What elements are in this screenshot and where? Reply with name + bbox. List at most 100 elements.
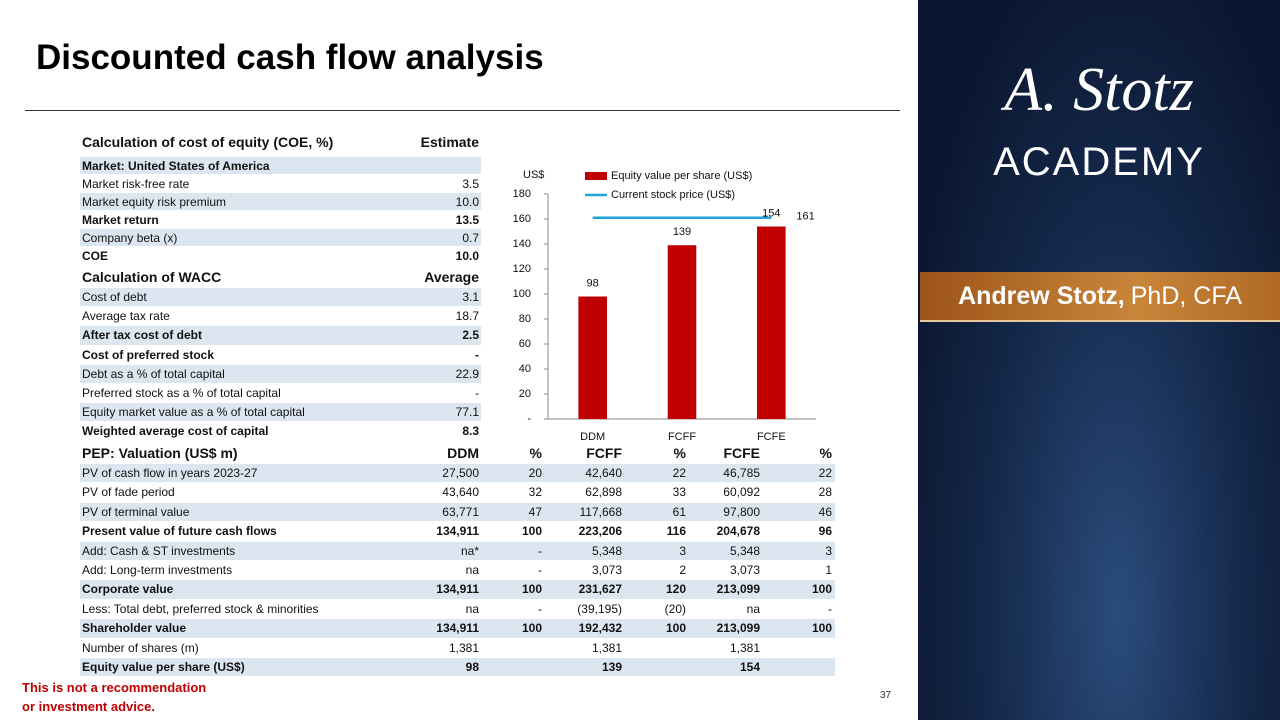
- row-label: Average tax rate: [82, 309, 170, 324]
- row-label: Preferred stock as a % of total capital: [82, 386, 281, 400]
- row-shade: [80, 541, 835, 560]
- row-value: -: [475, 347, 479, 362]
- row-value: 134,911: [436, 582, 479, 597]
- x-tick-label: DDM: [580, 431, 605, 443]
- row-label: Cost of debt: [82, 290, 147, 304]
- presenter-bar: Andrew Stotz, PhD, CFA: [920, 272, 1280, 322]
- legend-label: Equity value per share (US$): [611, 170, 752, 182]
- row-value: 33: [672, 485, 686, 500]
- row-value: 1,381: [729, 640, 760, 655]
- row-value: 3.1: [462, 290, 479, 304]
- row-label: Corporate value: [82, 582, 174, 597]
- row-value: 116: [666, 524, 686, 539]
- row-value: 1: [825, 563, 832, 577]
- row-value: 0.7: [462, 231, 479, 245]
- row-shade: [80, 193, 481, 210]
- data-label: 139: [673, 226, 691, 238]
- row-label: Cost of preferred stock: [82, 347, 215, 362]
- row-shade: [80, 658, 835, 677]
- row-value: 20: [528, 466, 542, 480]
- row-value: 100: [665, 621, 686, 636]
- row-value: 18.7: [455, 309, 479, 324]
- row-value: 100: [811, 621, 832, 636]
- table-header: FCFF: [586, 445, 622, 461]
- row-value: 46: [818, 504, 832, 519]
- row-label: Market: United States of America: [82, 159, 270, 173]
- row-value: 154: [739, 660, 760, 674]
- bar: [667, 245, 697, 419]
- x-tick-label: FCFF: [668, 431, 696, 443]
- presenter-name: Andrew Stotz,: [958, 281, 1125, 310]
- row-value: 42,640: [585, 466, 622, 480]
- row-value: na: [465, 563, 479, 577]
- row-value: 100: [811, 582, 832, 597]
- legend-label: Current stock price (US$): [611, 189, 735, 201]
- table-header: Calculation of cost of equity (COE, %): [82, 134, 334, 150]
- row-label: Market return: [82, 213, 159, 227]
- logo-script: A. Stotz: [1004, 56, 1194, 124]
- row-value: 213,099: [716, 621, 760, 636]
- table-header: DDM: [447, 445, 479, 461]
- table-header: Average: [424, 269, 479, 285]
- row-value: 22: [672, 466, 686, 480]
- row-value: 22.9: [455, 366, 479, 381]
- row-value: 43,640: [442, 485, 479, 500]
- slide-title: Discounted cash flow analysis: [36, 38, 544, 77]
- bar: [757, 226, 786, 419]
- row-value: 46,785: [723, 466, 760, 480]
- row-shade: [80, 619, 835, 638]
- row-shade: [80, 364, 481, 383]
- y-tick-label: 160: [513, 213, 531, 225]
- disclaimer: or investment advice.: [22, 699, 155, 714]
- row-label: PV of terminal value: [82, 504, 190, 519]
- row-label: Weighted average cost of capital: [82, 424, 269, 439]
- data-label: 98: [587, 277, 599, 289]
- row-label: PV of cash flow in years 2023-27: [82, 466, 258, 480]
- row-value: -: [538, 543, 542, 558]
- row-value: 3.5: [462, 177, 479, 191]
- row-value: 27,500: [442, 466, 479, 480]
- row-value: 100: [521, 524, 542, 539]
- y-tick-label: 40: [519, 363, 531, 375]
- row-label: Equity market value as a % of total capi…: [82, 405, 305, 420]
- table-header: Calculation of WACC: [82, 269, 222, 285]
- y-tick-label: 60: [519, 338, 531, 350]
- y-tick-label: 80: [519, 313, 531, 325]
- row-shade: [80, 502, 835, 522]
- row-value: 204,678: [716, 524, 760, 539]
- row-value: 3,073: [729, 563, 760, 577]
- row-value: 60,092: [723, 485, 760, 500]
- row-value: (20): [664, 601, 686, 616]
- data-label: 161: [796, 211, 814, 223]
- row-value: 10.0: [455, 249, 479, 263]
- row-shade: [80, 403, 481, 422]
- row-label: Add: Cash & ST investments: [82, 543, 236, 558]
- row-value: 120: [665, 582, 686, 597]
- logo-academy: ACADEMY: [993, 140, 1205, 184]
- row-label: Present value of future cash flows: [82, 524, 277, 539]
- row-shade: [80, 464, 835, 483]
- row-value: 13.5: [455, 213, 479, 227]
- y-tick-label: 20: [519, 388, 531, 400]
- row-value: 223,206: [578, 524, 622, 539]
- row-value: 96: [818, 524, 832, 539]
- legend-swatch: [585, 172, 607, 180]
- row-label: Company beta (x): [82, 231, 178, 245]
- row-value: 100: [521, 582, 542, 597]
- row-value: 22: [818, 466, 832, 480]
- row-label: After tax cost of debt: [82, 328, 203, 343]
- row-value: 32: [528, 485, 542, 500]
- row-value: 100: [521, 621, 542, 636]
- disclaimer: This is not a recommendation: [22, 680, 207, 695]
- row-value: 63,771: [442, 504, 479, 519]
- row-label: Market equity risk premium: [82, 195, 227, 209]
- row-value: -: [538, 563, 542, 577]
- row-shade: [80, 326, 481, 345]
- row-shade: [80, 288, 481, 307]
- table-header: %: [529, 445, 542, 461]
- y-tick-label: 180: [513, 188, 531, 200]
- row-value: -: [475, 386, 479, 400]
- row-value: 10.0: [455, 195, 479, 209]
